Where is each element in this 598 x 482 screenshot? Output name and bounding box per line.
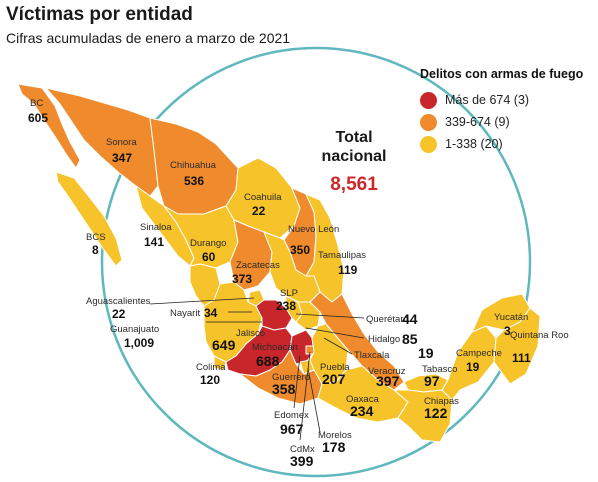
legend-item-mid: 339-674 (9) — [420, 111, 596, 133]
label-bc-name: BC — [30, 98, 43, 109]
label-hidalgo-value: 85 — [402, 331, 418, 347]
state-bcs[interactable] — [55, 171, 123, 267]
state-zacatecas[interactable] — [229, 219, 273, 291]
label-quintana-roo-name: Quintana Roo — [510, 330, 569, 341]
label-aguascalientes-value: 22 — [112, 307, 126, 321]
label-guerrero-value: 358 — [272, 381, 296, 397]
label-yucatan-name: Yucatán — [494, 312, 528, 323]
national-total: Total nacional 8,561 — [314, 128, 394, 196]
state-labels: BC 605 Sonora 347 Chihuahua 536 Coahuila… — [28, 98, 569, 469]
label-michoacan-value: 688 — [256, 353, 280, 369]
label-tlaxcala-name: Tlaxcala — [354, 350, 390, 361]
label-zacatecas-value: 373 — [232, 272, 252, 286]
total-label-line2: nacional — [321, 148, 387, 165]
label-coahuila-value: 22 — [252, 204, 266, 218]
label-bc-value: 605 — [28, 111, 48, 125]
label-tamaulipas-value: 119 — [338, 263, 358, 277]
label-tabasco-value: 97 — [424, 373, 440, 389]
legend-item-low: 1-338 (20) — [420, 133, 596, 155]
legend-swatch-high-icon — [420, 91, 437, 109]
label-aguascalientes-name: Aguascalientes — [86, 296, 151, 307]
label-nuevo-leon-name: Nuevo León — [288, 224, 339, 235]
label-guanajuato-value: 1,009 — [124, 336, 154, 350]
label-queretaro-value: 44 — [402, 311, 418, 327]
label-cdmx-value: 399 — [290, 453, 314, 469]
label-jalisco-name: Jalisco — [236, 328, 265, 339]
label-tamaulipas-name: Tamaulipas — [318, 250, 366, 261]
label-morelos-value: 178 — [322, 439, 346, 455]
label-chiapas-value: 122 — [424, 405, 448, 421]
legend-label-low: 1-338 (20) — [445, 137, 503, 151]
page-subtitle: Cifras acumuladas de enero a marzo de 20… — [6, 30, 291, 46]
legend: Delitos con armas de fuego Más de 674 (3… — [420, 67, 596, 155]
label-tlaxcala-value: 19 — [418, 345, 434, 361]
total-label-line1: Total — [335, 129, 373, 146]
label-michoacan-name: Michoacán — [252, 342, 298, 353]
state-chiapas[interactable] — [393, 389, 453, 443]
label-jalisco-value: 649 — [212, 337, 236, 353]
label-tabasco-name: Tabasco — [422, 364, 457, 375]
label-chihuahua-value: 536 — [184, 174, 204, 188]
label-slp-name: SLP — [280, 288, 298, 299]
label-veracruz-name: Veracruz — [368, 366, 406, 377]
legend-label-mid: 339-674 (9) — [445, 115, 510, 129]
background-circle — [100, 46, 532, 478]
state-colima[interactable] — [213, 355, 227, 371]
label-campeche-name: Campeche — [456, 348, 502, 359]
label-oaxaca-value: 234 — [350, 403, 374, 419]
label-durango-value: 60 — [202, 250, 216, 264]
legend-item-high: Más de 674 (3) — [420, 89, 596, 111]
label-guanajuato-name: Guanajuato — [110, 324, 159, 335]
legend-swatch-low-icon — [420, 135, 437, 153]
legend-label-high: Más de 674 (3) — [445, 93, 530, 107]
label-sonora-value: 347 — [112, 151, 132, 165]
label-nayarit-value: 34 — [204, 306, 218, 320]
label-sonora-name: Sonora — [106, 137, 137, 148]
label-coahuila-name: Coahuila — [244, 192, 282, 203]
total-value: 8,561 — [330, 174, 378, 195]
label-edomex-name: Edomex — [274, 410, 309, 421]
label-campeche-value: 19 — [466, 360, 480, 374]
label-morelos-name: Morelos — [318, 430, 352, 441]
leader-lines — [149, 297, 365, 441]
page-title: Víctimas por entidad — [6, 4, 193, 25]
label-queretaro-name: Querétaro — [366, 314, 409, 325]
label-yucatan-value: 3 — [504, 324, 511, 338]
label-sinaloa-name: Sinaloa — [140, 222, 172, 233]
label-cdmx-name: CdMx — [290, 444, 315, 455]
label-zacatecas-name: Zacatecas — [236, 260, 280, 271]
label-quintana-roo-value: 111 — [512, 351, 531, 365]
label-colima-value: 120 — [200, 373, 220, 387]
label-nayarit-name: Nayarit — [170, 308, 200, 319]
label-guerrero-name: Guerrero — [272, 372, 310, 383]
legend-title: Delitos con armas de fuego — [420, 67, 584, 81]
label-puebla-value: 207 — [322, 371, 346, 387]
label-oaxaca-name: Oaxaca — [346, 394, 379, 405]
label-puebla-name: Puebla — [320, 362, 350, 373]
state-durango[interactable] — [163, 205, 239, 269]
label-chihuahua-name: Chihuahua — [170, 160, 217, 171]
label-colima-name: Colima — [196, 362, 226, 373]
label-hidalgo-name: Hidalgo — [368, 334, 400, 345]
label-durango-name: Durango — [190, 238, 226, 249]
state-bc[interactable] — [17, 83, 81, 169]
state-quintana-roo[interactable] — [493, 307, 541, 385]
label-slp-value: 238 — [276, 299, 296, 313]
label-chiapas-name: Chiapas — [424, 396, 459, 407]
label-edomex-value: 967 — [280, 421, 304, 437]
label-veracruz-value: 397 — [376, 373, 400, 389]
label-bcs-name: BCS — [86, 232, 106, 243]
label-bcs-value: 8 — [92, 243, 99, 257]
legend-swatch-mid-icon — [420, 113, 437, 131]
label-sinaloa-value: 141 — [144, 235, 164, 249]
label-nuevo-leon-value: 350 — [290, 243, 310, 257]
